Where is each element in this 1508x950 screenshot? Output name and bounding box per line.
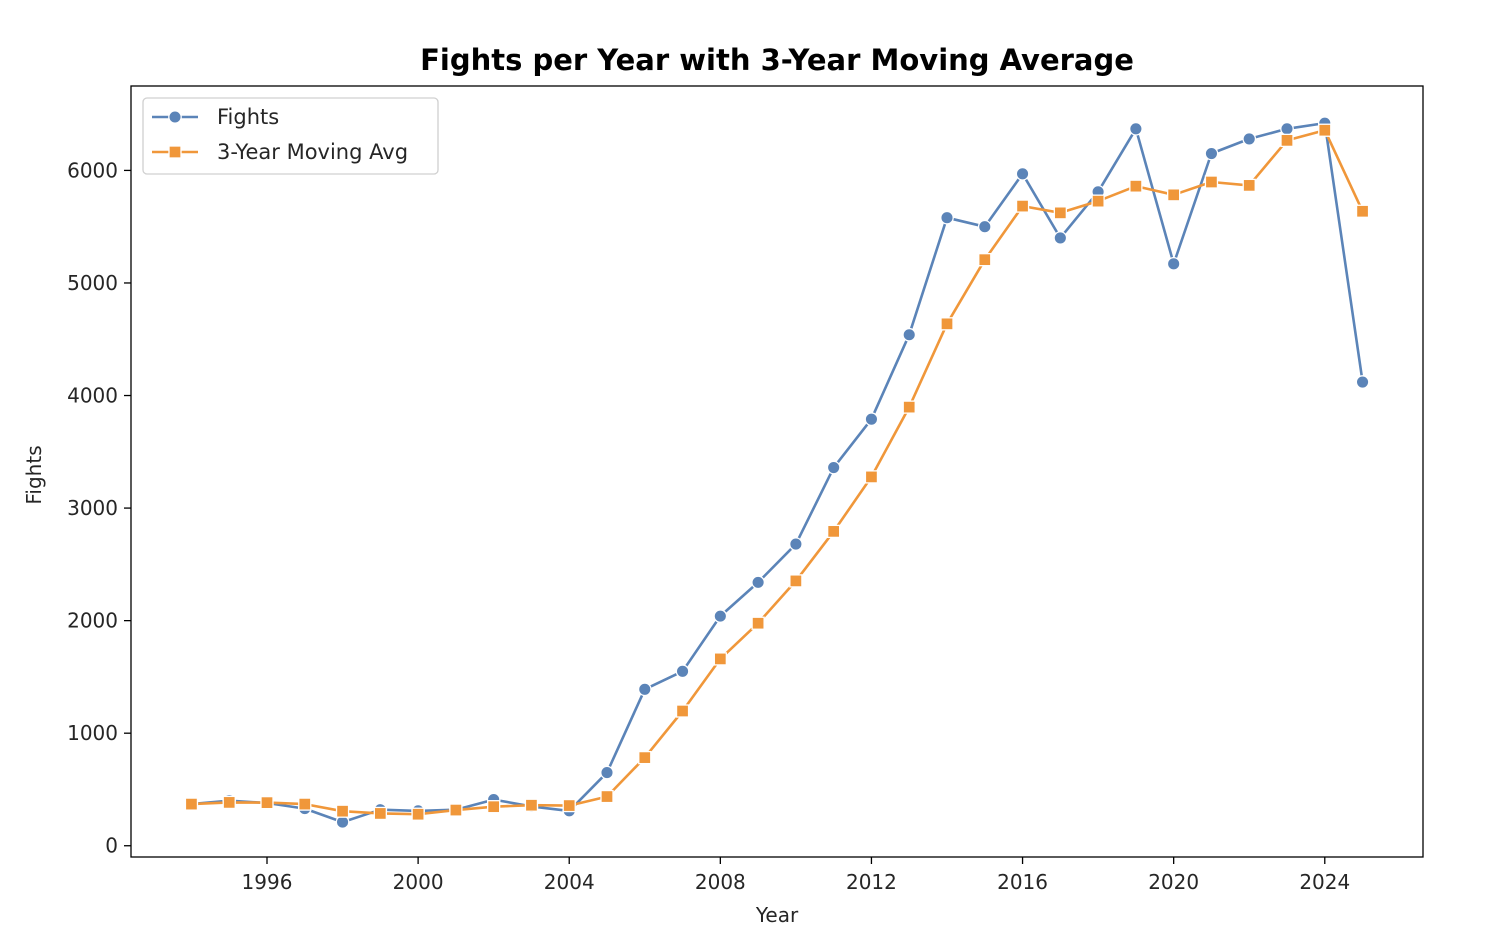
y-tick-label: 2000 (67, 609, 118, 633)
y-tick-label: 3000 (67, 496, 118, 520)
data-point (675, 704, 690, 718)
data-point (184, 797, 199, 811)
data-point (1015, 199, 1030, 213)
data-point (411, 807, 425, 821)
legend: Fights 3-Year Moving Avg (142, 97, 439, 175)
data-point (1280, 133, 1294, 148)
data-point (1166, 256, 1181, 271)
data-point (977, 219, 992, 234)
data-point (789, 537, 803, 551)
y-tick-label: 1000 (67, 721, 118, 745)
legend-marker (168, 110, 182, 124)
x-tick-label: 2000 (393, 870, 444, 894)
data-point (713, 609, 728, 623)
data-point (373, 806, 387, 821)
data-point (864, 470, 879, 484)
data-point (1204, 175, 1219, 189)
y-tick-label: 6000 (67, 158, 118, 182)
plot-frame (130, 85, 1424, 858)
data-point (600, 789, 614, 804)
data-point (827, 524, 841, 539)
legend-label: Fights (217, 105, 279, 129)
data-point (638, 750, 652, 765)
data-point (1355, 375, 1370, 389)
y-tick-label: 0 (105, 834, 118, 858)
data-point (1204, 146, 1219, 161)
data-point (902, 327, 917, 342)
data-point (1053, 206, 1067, 220)
series-line (191, 121, 1364, 824)
legend-marker (168, 145, 182, 159)
data-point (524, 798, 539, 812)
data-point (562, 798, 576, 813)
data-point (902, 400, 916, 414)
plot-area (184, 116, 1370, 829)
x-tick-label: 2008 (695, 870, 746, 894)
x-tick-label: 2020 (1148, 870, 1199, 894)
data-point (1280, 121, 1294, 136)
legend-box (142, 97, 439, 175)
data-point (978, 253, 992, 267)
data-point (1355, 204, 1370, 218)
x-tick-label: 2012 (846, 870, 897, 894)
data-point (864, 412, 879, 427)
data-point (335, 804, 350, 818)
data-point (449, 803, 463, 817)
data-point (1091, 194, 1105, 208)
data-point (1167, 188, 1181, 202)
data-point (260, 795, 274, 810)
data-point (1129, 121, 1143, 136)
data-point (1242, 178, 1256, 193)
y-tick-label: 5000 (67, 271, 118, 295)
x-tick-label: 2016 (997, 870, 1048, 894)
data-point (222, 795, 236, 810)
data-point (789, 574, 803, 588)
data-point (1318, 123, 1332, 137)
legend-label: 3-Year Moving Avg (217, 140, 408, 164)
series-2 (184, 123, 1370, 821)
x-tick-label: 1996 (242, 870, 293, 894)
data-point (751, 616, 765, 630)
data-point (1242, 132, 1257, 146)
data-point (1053, 231, 1068, 245)
data-point (940, 317, 954, 331)
data-point (675, 664, 690, 679)
x-axis-label: Year (755, 903, 799, 927)
data-point (600, 765, 614, 780)
series-1 (184, 116, 1370, 829)
data-point (751, 575, 765, 590)
data-point (637, 682, 652, 697)
y-tick-label: 4000 (67, 384, 118, 408)
data-point (940, 210, 954, 225)
data-point (298, 797, 312, 811)
data-point (713, 652, 727, 666)
legend-item: Fights (152, 105, 279, 129)
series-line (191, 128, 1364, 816)
x-tick-label: 2004 (544, 870, 595, 894)
data-point (1129, 179, 1143, 193)
data-point (826, 460, 841, 475)
x-tick-label: 2024 (1299, 870, 1350, 894)
axes: 1996 2000 2004 2008 2012 2016 2020 2024 0 1000 200… (67, 85, 1424, 894)
legend-item: 3-Year Moving Avg (152, 140, 408, 164)
data-point (1015, 166, 1030, 181)
y-axis-label: Fights (22, 445, 46, 504)
chart-title: Fights per Year with 3-Year Moving Avera… (420, 43, 1134, 77)
data-point (487, 800, 501, 814)
